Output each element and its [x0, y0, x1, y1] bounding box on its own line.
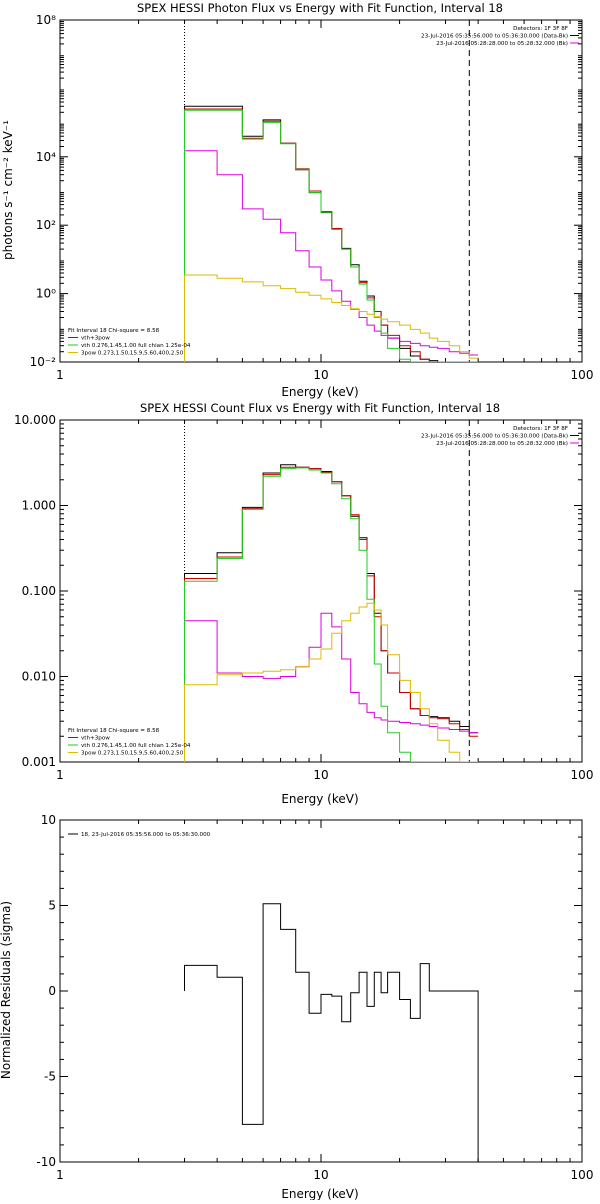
- header-annotation: Detectors: 1F 3F 8F: [513, 426, 568, 432]
- y-tick-label: 0.100: [22, 584, 56, 598]
- legend-entry: vth+3pow: [81, 336, 110, 342]
- count-flux-panel: SPEX HESSI Count Flux vs Energy with Fit…: [14, 401, 593, 806]
- y-tick-label: 1.000: [22, 499, 56, 513]
- header-annotation: 23-Jul-2016 05:28:28.000 to 05:28:32.000…: [436, 41, 568, 47]
- y-tick-label: -5: [44, 1070, 56, 1084]
- x-tick-label: 1: [56, 768, 64, 782]
- series-vth-line: [184, 109, 479, 362]
- series-3pow-line: [184, 274, 479, 362]
- y-tick-label: 5: [48, 899, 56, 913]
- y-tick-label: 10⁴: [36, 150, 56, 164]
- photon-flux-title: SPEX HESSI Photon Flux vs Energy with Fi…: [137, 1, 503, 15]
- legend-entry: Fit Interval 18 Chi-square = 8.58: [68, 728, 160, 734]
- x-tick-label: 100: [571, 368, 594, 382]
- y-tick-label: 10⁸: [36, 13, 56, 27]
- y-tick-label: 0.001: [22, 755, 56, 769]
- y-tick-label: 0: [48, 984, 56, 998]
- series-vth-line: [184, 467, 479, 762]
- series-group: [184, 903, 479, 1162]
- legend-entry: vth 0.276,1.45,1.00 full chian 1.25e-04: [81, 343, 191, 349]
- legend-entry: 18, 23-Jul-2016 05:35:56.000 to 05:36:30…: [81, 832, 211, 838]
- x-tick-label: 1: [56, 1168, 64, 1182]
- y-tick-label: 10²: [36, 218, 56, 232]
- series-vth-3pow-line: [184, 108, 479, 362]
- header-annotation: 23-Jul-2016 05:35:56.000 to 05:36:30.000…: [421, 34, 568, 40]
- series-18-line: [184, 903, 479, 1162]
- series-3pow-line: [184, 602, 479, 762]
- y-tick-label: 0.010: [22, 670, 56, 684]
- count-flux-x-axis-label: Energy (keV): [281, 792, 358, 806]
- legend-entry: Fit Interval 18 Chi-square = 8.58: [68, 328, 160, 334]
- x-tick-label: 1: [56, 368, 64, 382]
- residuals-y-axis-label: Normalized Residuals (sigma): [0, 901, 13, 1079]
- header-annotation: 23-Jul-2016 05:28:28.000 to 05:28:32.000…: [436, 441, 568, 447]
- x-tick-label: 10: [313, 1168, 328, 1182]
- x-tick-label: 10: [313, 368, 328, 382]
- photon-flux-panel: SPEX HESSI Photon Flux vs Energy with Fi…: [1, 1, 593, 399]
- series-data-bk-line: [184, 105, 479, 362]
- y-tick-label: 10⁰: [36, 287, 56, 301]
- x-tick-label: 10: [313, 768, 328, 782]
- plot-frame: [59, 819, 583, 1163]
- y-tick-label: -10: [36, 1155, 56, 1169]
- residuals-x-axis-label: Energy (keV): [281, 1187, 358, 1200]
- legend-entry: 3pow 0.273,1.50,15.9,5.60,400,2.50: [81, 351, 184, 357]
- series-group: [184, 464, 479, 762]
- photon-flux-y-axis-label: photons s⁻¹ cm⁻² keV⁻¹: [1, 120, 15, 260]
- x-tick-label: 100: [571, 768, 594, 782]
- legend-entry: vth 0.276,1.45,1.00 full chian 1.25e-04: [81, 743, 191, 749]
- residuals-panel: Energy (keV) Normalized Residuals (sigma…: [0, 813, 594, 1201]
- y-tick-label: 10: [41, 813, 56, 827]
- y-tick-label: 10.000: [14, 413, 56, 427]
- legend-entry: vth+3pow: [81, 736, 110, 742]
- legend-entry: 3pow 0.273,1.50,15.9,5.60,400,2.50: [81, 751, 184, 757]
- x-tick-label: 100: [571, 1168, 594, 1182]
- series-group: [184, 105, 479, 362]
- photon-flux-x-axis-label: Energy (keV): [281, 385, 358, 399]
- y-tick-label: 10⁻²: [30, 355, 57, 369]
- header-annotation: Detectors: 1F 3F 8F: [513, 26, 568, 32]
- header-annotation: 23-Jul-2016 05:35:56.000 to 05:36:30.000…: [421, 434, 568, 440]
- series-bk-line: [184, 150, 479, 362]
- count-flux-title: SPEX HESSI Count Flux vs Energy with Fit…: [140, 401, 500, 415]
